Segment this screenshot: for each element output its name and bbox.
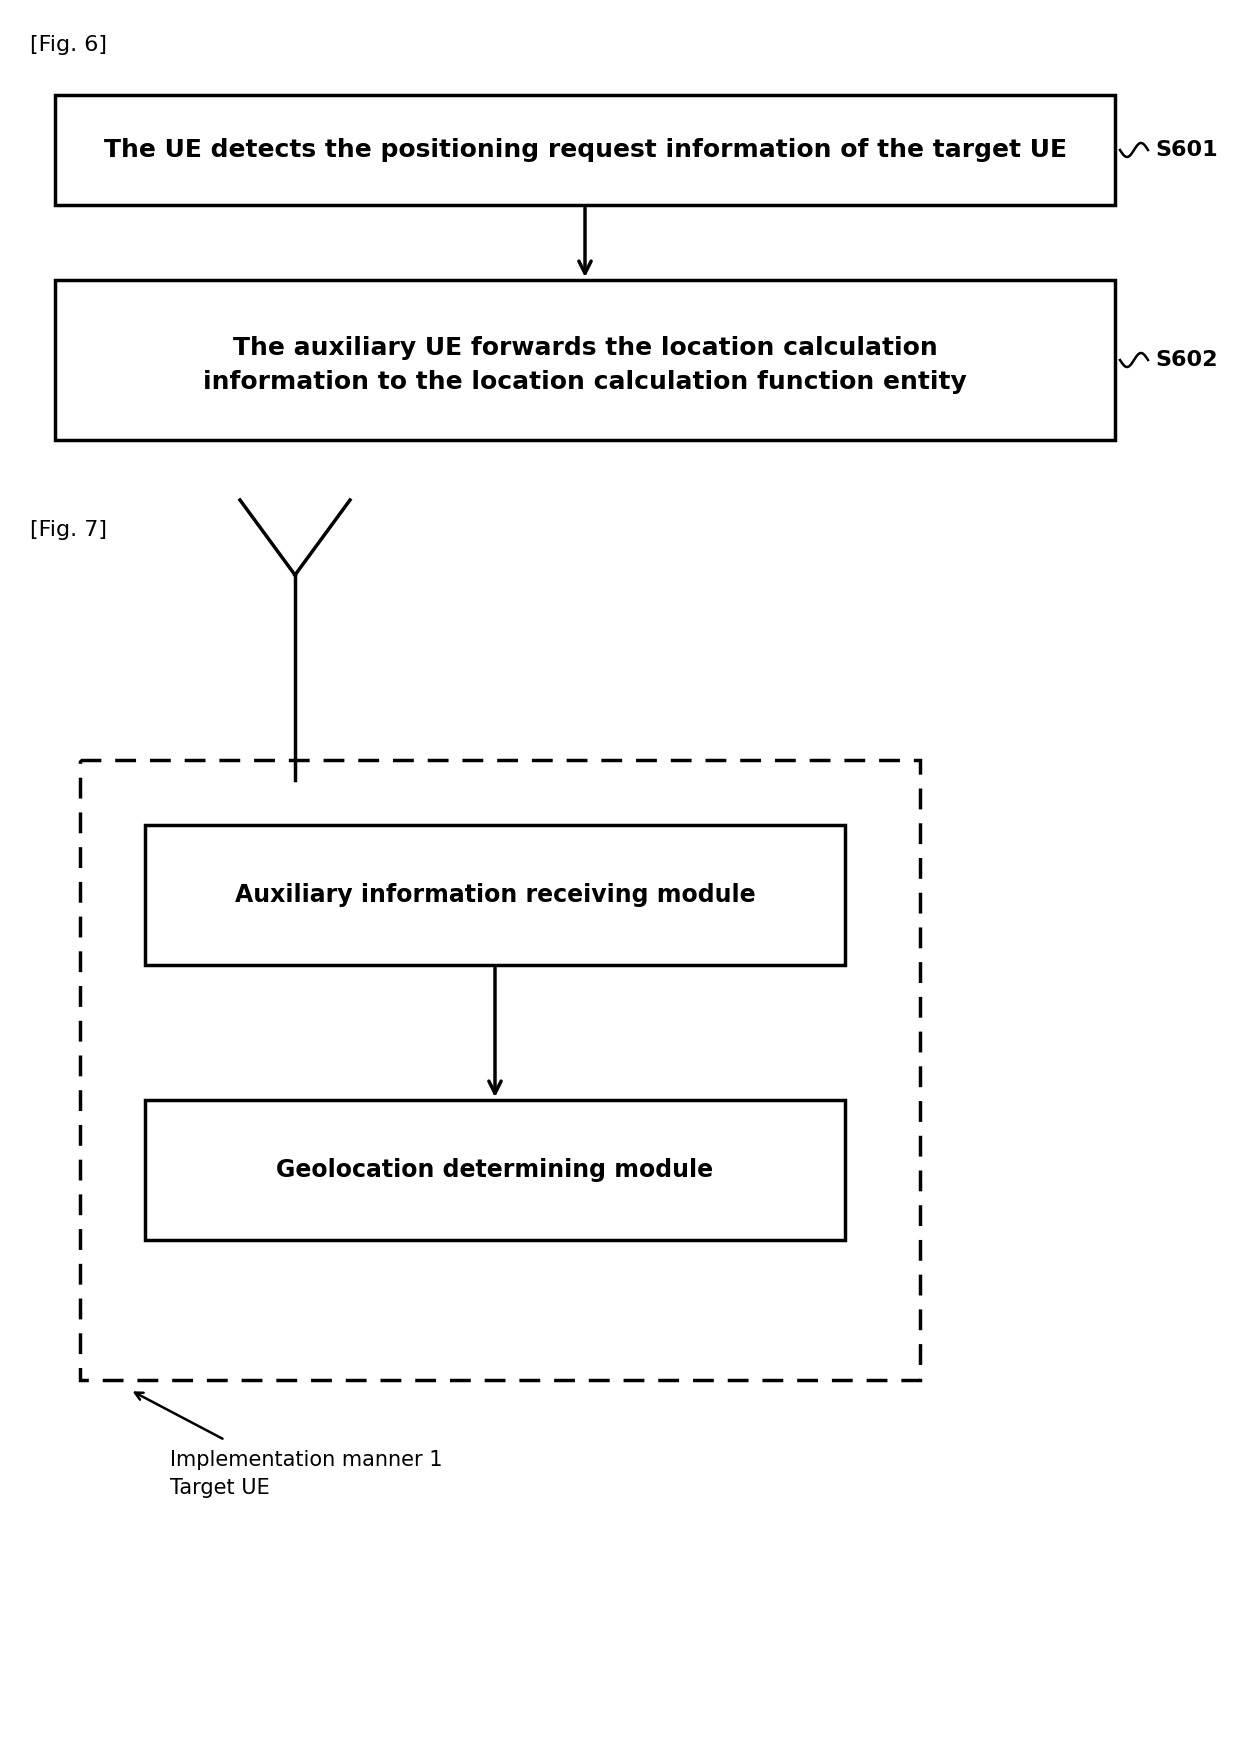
Polygon shape [81, 760, 920, 1379]
Text: Target UE: Target UE [170, 1479, 270, 1498]
Text: Geolocation determining module: Geolocation determining module [277, 1157, 713, 1182]
Text: Implementation manner 1: Implementation manner 1 [170, 1451, 443, 1470]
FancyBboxPatch shape [55, 280, 1115, 440]
FancyBboxPatch shape [55, 94, 1115, 205]
Text: S602: S602 [1154, 350, 1218, 371]
Text: The auxiliary UE forwards the location calculation: The auxiliary UE forwards the location c… [233, 336, 937, 360]
Text: [Fig. 6]: [Fig. 6] [30, 35, 107, 54]
Text: The UE detects the positioning request information of the target UE: The UE detects the positioning request i… [103, 138, 1066, 163]
Text: Auxiliary information receiving module: Auxiliary information receiving module [234, 883, 755, 907]
FancyBboxPatch shape [145, 825, 844, 965]
Text: S601: S601 [1154, 140, 1218, 161]
FancyBboxPatch shape [145, 1099, 844, 1239]
Text: [Fig. 7]: [Fig. 7] [30, 519, 107, 540]
Text: information to the location calculation function entity: information to the location calculation … [203, 371, 967, 393]
